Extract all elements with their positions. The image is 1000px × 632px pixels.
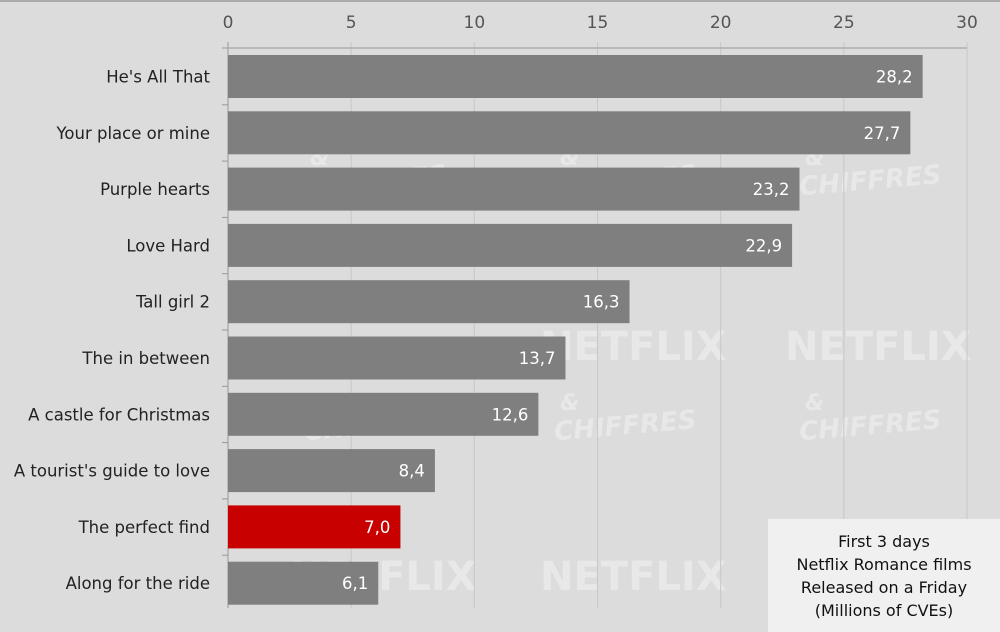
- x-tick-label: 5: [346, 13, 357, 33]
- category-label: Love Hard: [126, 236, 210, 255]
- bar: [228, 55, 923, 98]
- category-label: A castle for Christmas: [28, 405, 210, 424]
- bar: [228, 561, 379, 605]
- category-label: Tall girl 2: [135, 293, 210, 312]
- legend-box: First 3 days Netflix Romance films Relea…: [768, 519, 1000, 632]
- watermark-text: NETFLIX: [785, 324, 972, 370]
- category-label: Along for the ride: [66, 574, 210, 593]
- x-tick-label: 15: [587, 13, 609, 33]
- category-label: The perfect find: [78, 518, 210, 537]
- bar: [228, 223, 793, 267]
- watermark-text: NETFLIX: [540, 324, 727, 370]
- x-tick-label: 20: [710, 13, 732, 33]
- data-label: 6,1: [342, 574, 368, 593]
- data-label: 28,2: [876, 68, 913, 87]
- x-tick-label: 25: [833, 13, 855, 33]
- legend-line: Netflix Romance films: [796, 554, 972, 574]
- data-label: 13,7: [519, 349, 556, 368]
- data-label: 8,4: [399, 462, 425, 481]
- data-label: 22,9: [745, 236, 782, 255]
- bar: [228, 111, 911, 155]
- bar: [228, 449, 435, 493]
- bar: [228, 336, 566, 380]
- x-tick-label: 30: [956, 13, 978, 33]
- data-label: 16,3: [583, 293, 620, 312]
- legend-line: First 3 days: [838, 531, 930, 551]
- data-label: 7,0: [364, 518, 390, 537]
- legend-line: Released on a Friday: [800, 577, 968, 597]
- x-tick-label: 0: [223, 13, 234, 33]
- category-label: The in between: [81, 349, 210, 368]
- category-label: A tourist's guide to love: [14, 462, 210, 481]
- bar: [228, 505, 401, 549]
- category-label: Purple hearts: [100, 180, 210, 199]
- data-label: 23,2: [753, 180, 790, 199]
- legend-line: (Millions of CVEs): [814, 600, 954, 620]
- watermark-text: &: [805, 391, 824, 416]
- watermark-text: NETFLIX: [540, 554, 727, 600]
- data-label: 27,7: [864, 124, 901, 143]
- x-tick-label: 10: [464, 13, 486, 33]
- category-label: He's All That: [106, 68, 210, 87]
- bar: [228, 392, 539, 436]
- bar: [228, 280, 630, 324]
- bar: [228, 167, 800, 211]
- data-label: 12,6: [492, 405, 529, 424]
- category-label: Your place or mine: [56, 124, 211, 143]
- watermark-text: &: [560, 391, 579, 416]
